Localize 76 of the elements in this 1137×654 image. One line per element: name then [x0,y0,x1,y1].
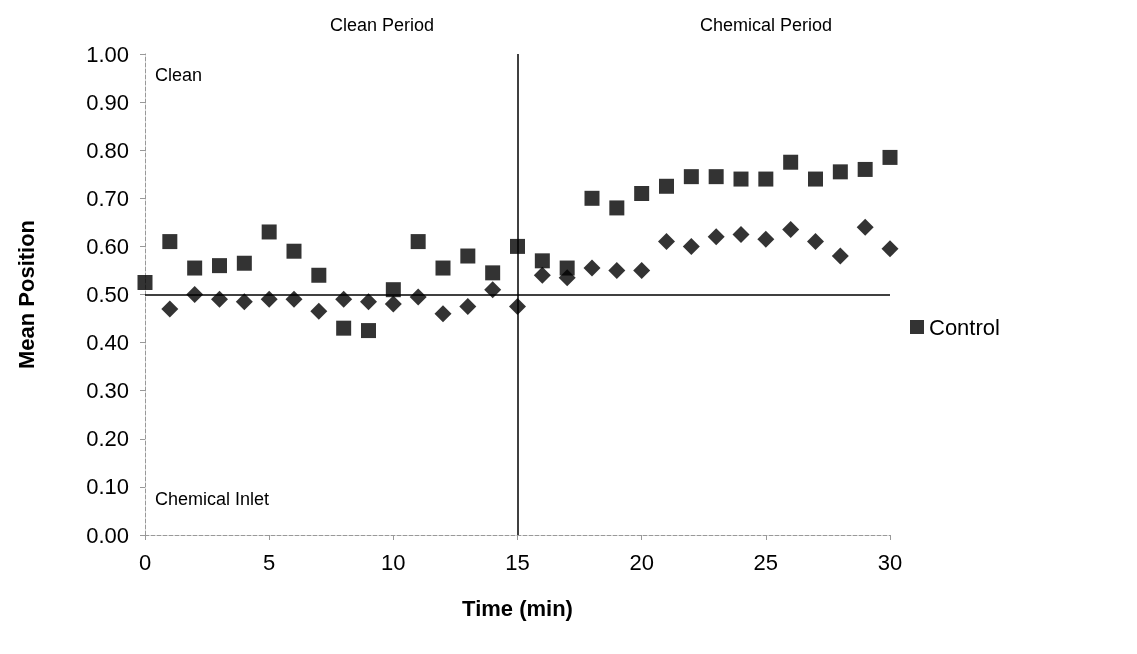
point [856,218,874,236]
x-tick-label: 25 [753,549,779,575]
point [261,224,277,240]
annotation: Clean [155,65,203,85]
point [484,281,502,299]
y-axis-title: Mean Position [13,219,39,370]
y-tick-label: 0.10 [86,474,129,500]
point [559,260,575,276]
legend-label: Control [929,314,1000,340]
point [634,185,650,201]
text: Chemical Period [700,15,833,35]
point [137,274,153,290]
point [707,228,725,246]
point [733,171,749,187]
x-tick-label: 15 [505,549,530,575]
point [187,260,203,276]
x-tick-label: 20 [629,549,654,575]
point [435,260,451,276]
point [808,171,823,187]
point [881,240,899,258]
point [485,265,501,281]
point [783,154,799,170]
point [708,169,724,185]
point [782,221,800,239]
point [609,200,625,216]
y-tick-label: 0.40 [86,330,129,356]
point [659,178,674,194]
point [459,298,477,316]
point [831,247,849,265]
point [732,225,750,243]
y-tick-label: 0.60 [86,233,129,259]
point [361,323,376,339]
point [460,248,476,264]
point [384,295,402,313]
x-axis-title: Time (min) [462,595,573,621]
y-tick-label: 0.50 [86,282,129,307]
point [757,230,775,248]
point [857,161,873,177]
point [758,171,774,187]
point [633,261,651,279]
point [882,149,898,165]
point [807,233,824,251]
y-tick-label: 0.00 [86,522,129,548]
point [212,258,227,274]
text: Clean Period [330,15,435,35]
y-tick-label: 0.30 [86,378,129,404]
point [584,190,600,206]
point [608,261,626,279]
y-tick-label: 1.00 [86,41,129,67]
point [832,164,848,180]
y-tick-label: 0.70 [86,185,129,211]
point [286,243,302,259]
x-tick-label: 5 [263,549,276,575]
point [360,293,377,311]
y-tick-label: 0.80 [86,137,129,163]
point [583,259,601,277]
annotation: Chemical Inlet [155,489,270,509]
point [311,267,327,283]
x-tick-label: 10 [381,549,406,575]
point [683,169,699,185]
x-tick-label: 30 [877,549,903,575]
point [310,302,328,320]
point [410,234,426,250]
y-tick-label: 0.20 [86,426,129,452]
point [682,237,700,255]
point [236,255,252,271]
point [534,253,550,269]
point [336,320,352,336]
y-tick-label: 0.90 [86,89,129,115]
point [235,293,253,311]
point [161,300,179,318]
x-tick-label: 0 [138,549,152,575]
point [434,305,452,323]
point [162,234,178,250]
point [533,266,551,284]
point [658,233,675,251]
